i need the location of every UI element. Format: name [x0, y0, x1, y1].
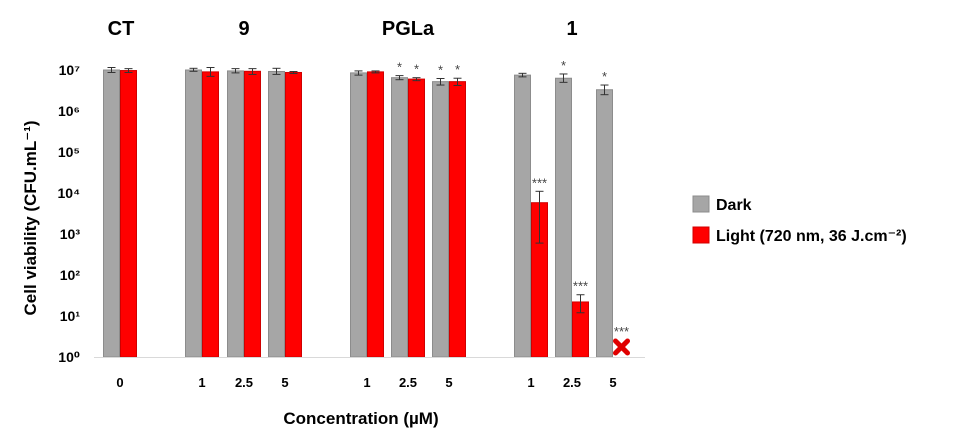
bar-light: [285, 71, 302, 358]
bar-dark: [555, 77, 572, 358]
bar-light: [367, 71, 384, 358]
group-label: PGLa: [382, 18, 435, 40]
bar-dark: [103, 69, 120, 358]
significance-label: *: [602, 69, 607, 84]
y-tick-label: 10⁷: [59, 62, 81, 78]
x-tick-label: 5: [445, 375, 452, 390]
x-tick-label: 5: [281, 375, 288, 390]
legend-label-light: Light (720 nm, 36 J.cm⁻²): [716, 228, 907, 245]
no-growth-marker-icon: [613, 338, 630, 356]
significance-label: ***: [573, 279, 588, 294]
bar-light: [120, 70, 137, 358]
legend: Dark Light (720 nm, 36 J.cm⁻²): [692, 195, 907, 245]
significance-label: ***: [532, 175, 547, 190]
y-tick-label: 10⁶: [58, 103, 80, 119]
significance-label: *: [414, 62, 419, 77]
x-axis-title: Concentration (µM): [283, 409, 438, 428]
bar-dark: [227, 70, 244, 358]
x-tick-label: 2.5: [563, 375, 581, 390]
bar-dark: [596, 89, 613, 358]
bar-dark: [391, 77, 408, 358]
significance-label: *: [455, 62, 460, 77]
group-label: 9: [238, 18, 249, 40]
bar-light: [408, 78, 425, 358]
significance-label: *: [397, 60, 402, 75]
x-tick-label: 1: [527, 375, 534, 390]
y-axis-title: Cell viability (CFU.mL⁻¹): [21, 120, 40, 315]
legend-label-dark: Dark: [716, 197, 752, 214]
legend-swatch-dark: [692, 195, 710, 213]
y-tick-label: 10⁰: [58, 349, 80, 365]
x-tick-label: 1: [363, 375, 370, 390]
legend-swatch-light: [692, 226, 710, 244]
group-label: CT: [108, 18, 135, 40]
group-label: 1: [566, 18, 577, 40]
bar-light: [244, 70, 261, 358]
significance-label: *: [561, 58, 566, 73]
y-tick-label: 10²: [60, 267, 81, 283]
significance-label: ***: [614, 324, 629, 339]
bar-light: [449, 81, 466, 358]
x-tick-label: 5: [609, 375, 616, 390]
y-tick-label: 10¹: [60, 308, 81, 324]
x-tick-label: 2.5: [399, 375, 417, 390]
bar-dark: [514, 74, 531, 358]
x-tick-label: 0: [116, 375, 123, 390]
bar-dark: [185, 69, 202, 358]
bar-light: [202, 71, 219, 358]
bar-dark: [350, 72, 367, 358]
y-tick-label: 10⁵: [58, 144, 80, 160]
x-tick-label: 1: [198, 375, 205, 390]
significance-label: *: [438, 63, 443, 78]
bar-dark: [432, 81, 449, 358]
x-tick-label: 2.5: [235, 375, 253, 390]
bar-dark: [268, 70, 285, 358]
y-tick-label: 10⁴: [58, 185, 81, 201]
y-tick-label: 10³: [60, 226, 81, 242]
